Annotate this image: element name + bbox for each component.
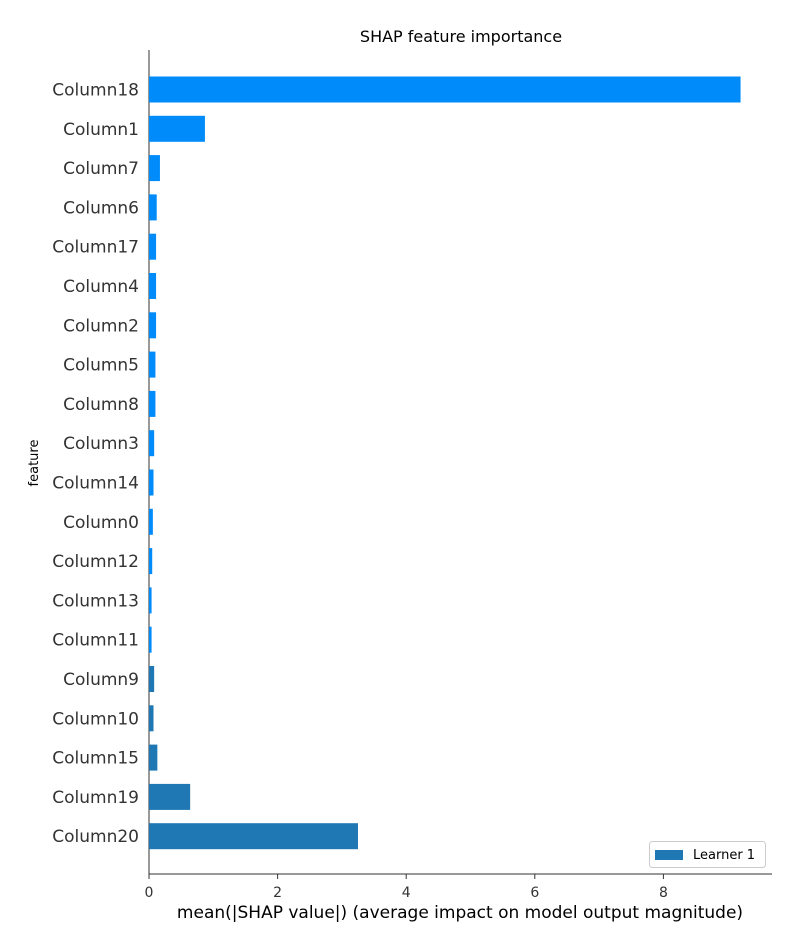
category-label-column18: Column18 [52,81,139,101]
category-label-column10: Column10 [52,709,139,729]
category-label-column6: Column6 [63,198,139,218]
bar-column19 [149,783,191,810]
x-tick-label-4: 4 [402,885,411,901]
x-axis-label: mean(|SHAP value|) (average impact on mo… [177,903,743,923]
bar-column10 [149,705,154,732]
bar-column6 [149,194,157,221]
bar-column12 [149,548,153,575]
x-tick-label-6: 6 [530,885,539,901]
bar-column1 [149,115,205,142]
category-label-column2: Column2 [63,316,139,336]
category-label-column1: Column1 [63,120,139,140]
x-tick-label-8: 8 [659,885,668,901]
bar-column20 [149,823,358,850]
category-label-column0: Column0 [63,513,139,533]
category-label-column7: Column7 [63,159,139,179]
bar-column7 [149,155,160,182]
category-label-column14: Column14 [52,474,139,494]
category-label-column15: Column15 [52,749,139,769]
category-label-column3: Column3 [63,434,139,454]
x-tick-label-0: 0 [145,885,154,901]
bar-column11 [149,626,152,653]
bar-column3 [149,430,155,457]
category-label-column13: Column13 [52,591,139,611]
legend-label: Learner 1 [693,848,755,863]
category-label-column8: Column8 [63,395,139,415]
legend-swatch [655,850,683,860]
category-labels-group: Column18 Column1 Column7 Column6 Column17 Col… [52,81,139,848]
category-label-column12: Column12 [52,552,139,572]
bar-column5 [149,351,156,378]
x-ticks-group: 0 2 4 6 8 [145,874,668,901]
category-label-column20: Column20 [52,827,139,847]
bar-column2 [149,312,157,339]
x-tick-label-2: 2 [273,885,282,901]
bars-group [149,76,741,850]
bar-column14 [149,469,154,496]
bar-column9 [149,666,155,692]
bar-column4 [149,273,157,299]
category-label-column17: Column17 [52,238,139,258]
y-axis-label: feature [27,440,42,487]
bar-column0 [149,508,153,535]
chart-title: SHAP feature importance [360,27,562,46]
category-label-column4: Column4 [63,277,139,297]
bar-column17 [149,233,157,260]
legend-box [649,841,766,868]
bar-column15 [149,744,158,771]
category-label-column19: Column19 [52,788,139,808]
bar-column8 [149,390,156,417]
bar-column18 [149,76,741,103]
legend: Learner 1 [649,841,766,868]
category-label-column5: Column5 [63,356,139,376]
category-label-column9: Column9 [63,670,139,690]
category-label-column11: Column11 [52,631,139,651]
bar-column13 [149,587,152,614]
